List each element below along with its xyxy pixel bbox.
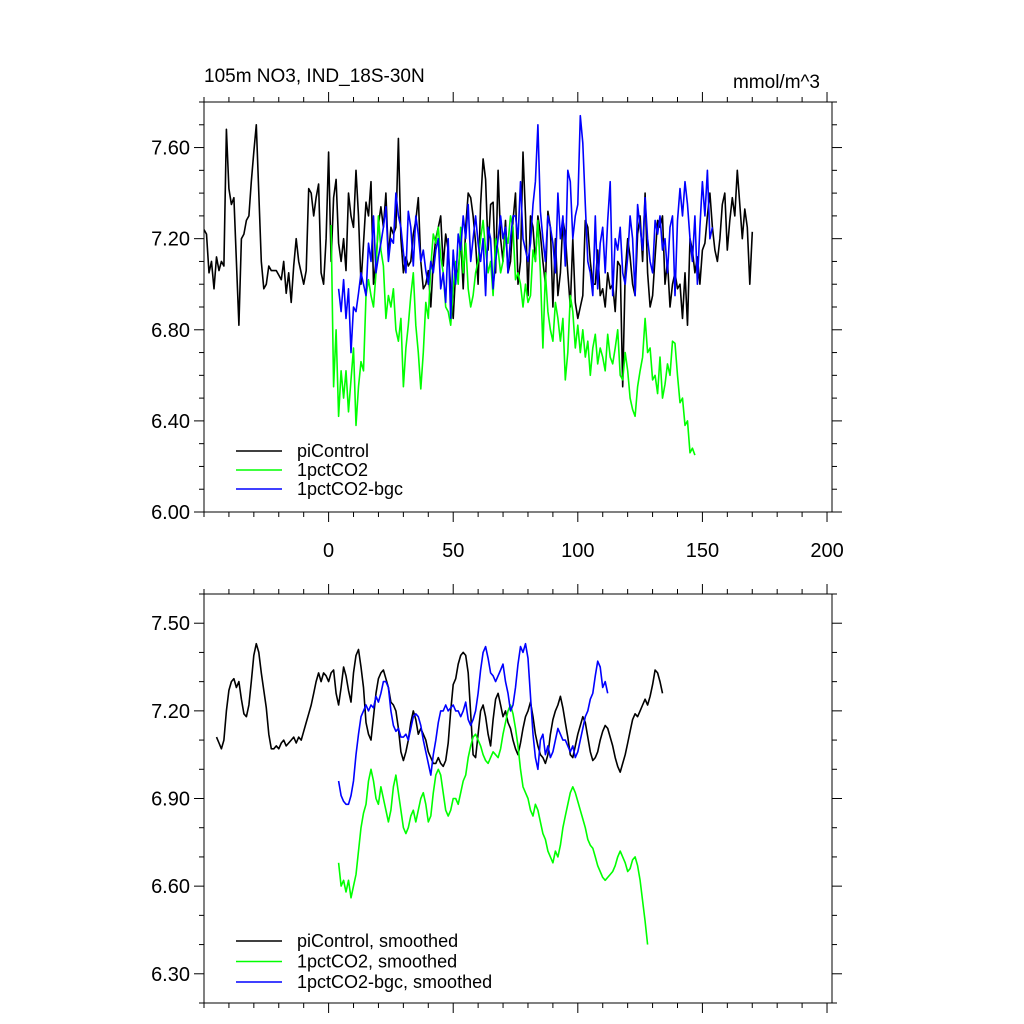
legend-label: 1pctCO2-bgc, smoothed [297,972,492,992]
y-tick-label: 7.20 [151,229,190,251]
legend-label: 1pctCO2-bgc [297,479,403,499]
y-tick-label: 6.00 [151,502,190,524]
series-line-1pctco2 [330,215,696,456]
y-tick-label: 6.40 [151,411,190,433]
y-tick-label: 6.90 [151,789,190,811]
legend-label: piControl [297,441,369,461]
y-tick-label: 6.30 [151,964,190,986]
units-label: mmol/m^3 [733,72,820,93]
y-tick-label: 7.60 [151,138,190,160]
chart-title: 105m NO3, IND_18S-30N [204,66,425,87]
legend-label: 1pctCO2, smoothed [297,952,457,972]
y-tick-label: 6.60 [151,876,190,898]
y-tick-label: 7.50 [151,613,190,635]
x-tick-label: 50 [442,540,464,562]
legend-label: piControl, smoothed [297,931,458,951]
top-panel: 0 50 100 150 200 6.00 6.40 6.80 7.20 7.60 105m NO3… [151,66,844,562]
x-tick-label: 100 [561,540,594,562]
y-tick-label: 7.20 [151,701,190,723]
x-tick-label: 200 [810,540,843,562]
series-line-1pctco2-bgc-smoothed [337,642,609,806]
series-line-1pctco2-bgc [337,114,714,354]
x-tick-label: 150 [686,540,719,562]
series-line-picontrol-smoothed [215,642,664,774]
y-tick-label: 6.80 [151,320,190,342]
x-tick-label: 0 [323,540,334,562]
legend-label: 1pctCO2 [297,460,368,480]
series-line-1pctco2-smoothed [337,704,649,945]
